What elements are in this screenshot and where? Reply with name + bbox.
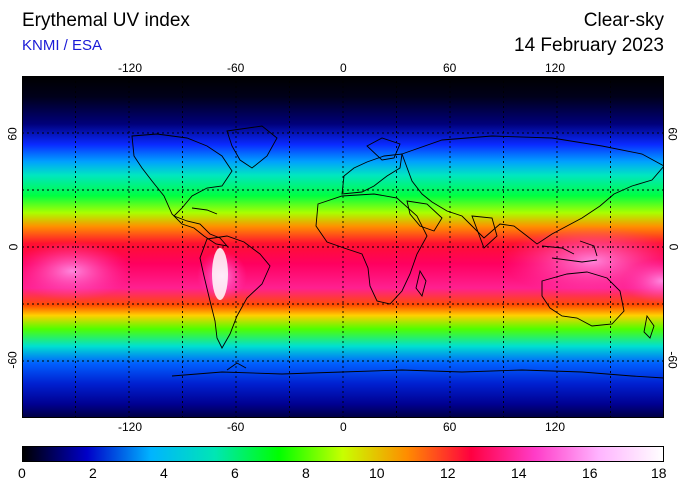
coastlines	[131, 125, 664, 379]
colorbar-label: 8	[302, 465, 310, 481]
top-lon-tick: 120	[545, 61, 566, 75]
bottom-lon-tick: -120	[118, 420, 143, 434]
map-title: Erythemal UV index	[22, 10, 190, 31]
left-lat-tick: -60	[5, 351, 20, 369]
colorbar-label: 4	[160, 465, 168, 481]
top-lon-tick: -60	[227, 61, 245, 75]
left-lat-tick: 0	[6, 243, 21, 251]
bottom-lon-tick: 0	[340, 420, 347, 434]
colorbar-label: 14	[511, 465, 527, 481]
right-lat-tick: 60	[665, 127, 680, 141]
graticule	[22, 76, 664, 418]
colorbar-label: 12	[440, 465, 456, 481]
colorbar-label: 2	[89, 465, 97, 481]
bottom-lon-tick: 60	[443, 420, 457, 434]
map-frame	[22, 76, 664, 418]
sky-condition: Clear-sky	[583, 10, 664, 31]
colorbar-label: 16	[582, 465, 598, 481]
top-lon-tick: -120	[118, 61, 143, 75]
top-lon-tick: 60	[443, 61, 457, 75]
uv-hotspot	[22, 241, 132, 301]
left-lat-tick: 60	[5, 127, 20, 141]
top-lon-tick: 0	[340, 61, 347, 75]
uv-colorbar	[22, 446, 664, 462]
uv-hotspot	[622, 259, 664, 303]
data-source: KNMI / ESA	[22, 37, 103, 54]
bottom-lon-tick: -60	[227, 420, 245, 434]
colorbar-label: 10	[369, 465, 385, 481]
bottom-lon-tick: 120	[545, 420, 566, 434]
right-lat-tick: -60	[665, 351, 680, 369]
colorbar-label: 6	[231, 465, 239, 481]
right-lat-tick: 0	[666, 243, 681, 251]
colorbar-label: 0	[18, 465, 26, 481]
colorbar-label: 18	[651, 465, 667, 481]
uv-index-map	[22, 76, 664, 418]
map-date: 14 February 2023	[514, 35, 664, 56]
uv-peak-andes	[212, 248, 228, 300]
